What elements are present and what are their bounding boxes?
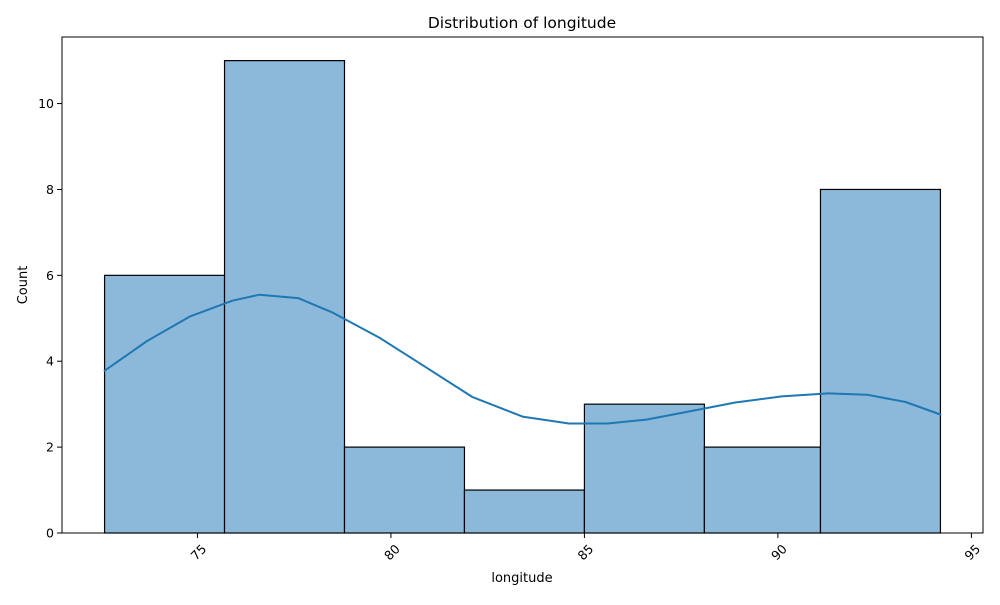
y-tick-label: 2 (46, 440, 54, 455)
kde-line (103, 293, 942, 425)
histogram-bar-0 (103, 274, 226, 534)
x-tick-label: 80 (381, 541, 403, 563)
x-tick-label: 95 (961, 541, 983, 563)
y-tick-label: 10 (38, 96, 54, 111)
axes-group (61, 36, 984, 534)
y-tick-label: 4 (46, 354, 54, 369)
y-tick-label: 6 (46, 268, 54, 283)
histogram-bar-2 (343, 446, 466, 534)
x-axis-label: longitude (491, 571, 552, 586)
x-tick-label: 90 (768, 541, 790, 563)
y-tick-label: 0 (46, 526, 54, 541)
histogram-bar-6 (819, 188, 942, 534)
kde-group (103, 293, 942, 425)
chart-title: Distribution of longitude (428, 14, 616, 32)
histogram-bar-3 (463, 489, 586, 534)
y-tick-label: 8 (46, 182, 54, 197)
x-ticks-group: 75 80 85 90 95 (187, 533, 983, 563)
histogram-bar-4 (583, 403, 705, 534)
y-ticks-group: 0 2 4 6 8 10 (38, 96, 62, 541)
y-axis-label: Count (16, 266, 31, 305)
plot-frame (61, 36, 984, 534)
x-tick-label: 75 (187, 541, 209, 563)
x-tick-label: 85 (574, 541, 596, 563)
histogram-bar-5 (703, 446, 822, 534)
bars-group (103, 60, 942, 534)
